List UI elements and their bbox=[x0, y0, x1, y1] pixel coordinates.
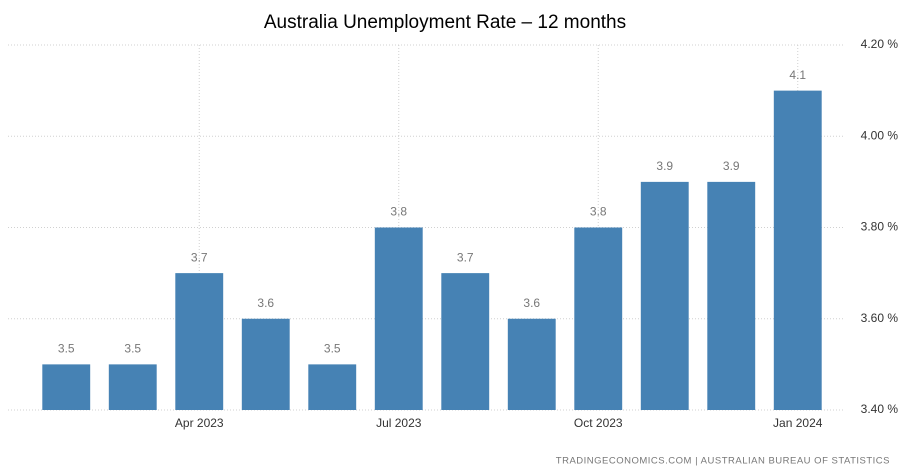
chart-title: Australia Unemployment Rate – 12 months bbox=[264, 12, 626, 33]
bar bbox=[640, 181, 689, 410]
value-label: 3.5 bbox=[324, 342, 341, 356]
value-label: 3.9 bbox=[656, 159, 673, 173]
x-tick-label: Oct 2023 bbox=[574, 416, 623, 430]
value-label: 3.9 bbox=[723, 159, 740, 173]
value-label: 3.6 bbox=[523, 296, 540, 310]
value-label: 3.5 bbox=[124, 342, 141, 356]
bar bbox=[241, 318, 290, 410]
y-tick-label: 3.40 % bbox=[861, 402, 899, 416]
bar bbox=[374, 227, 423, 410]
bar bbox=[773, 90, 822, 410]
bar bbox=[175, 273, 224, 410]
y-tick-label: 4.00 % bbox=[861, 128, 899, 142]
value-label: 3.8 bbox=[390, 205, 407, 219]
bar bbox=[574, 227, 623, 410]
y-tick-label: 3.80 % bbox=[861, 220, 899, 234]
value-label: 4.1 bbox=[789, 68, 806, 82]
y-tick-label: 4.20 % bbox=[861, 37, 899, 51]
value-label: 3.7 bbox=[457, 250, 474, 264]
bar bbox=[707, 181, 756, 410]
value-label: 3.8 bbox=[590, 205, 607, 219]
bar bbox=[108, 364, 157, 410]
value-label: 3.7 bbox=[191, 250, 208, 264]
x-tick-label: Apr 2023 bbox=[175, 416, 224, 430]
x-tick-label: Jan 2024 bbox=[773, 416, 823, 430]
source: TRADINGECONOMICS.COM | AUSTRALIAN BUREAU… bbox=[556, 456, 890, 467]
x-tick-label: Jul 2023 bbox=[376, 416, 422, 430]
y-tick-label: 3.60 % bbox=[861, 311, 899, 325]
value-label: 3.5 bbox=[58, 342, 75, 356]
bar bbox=[507, 318, 556, 410]
bar bbox=[42, 364, 91, 410]
bar bbox=[441, 273, 490, 410]
bar bbox=[308, 364, 357, 410]
value-label: 3.6 bbox=[257, 296, 274, 310]
